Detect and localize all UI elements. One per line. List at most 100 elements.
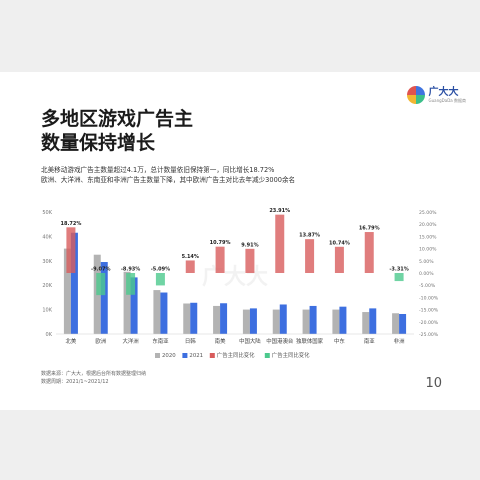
y-right-tick-label: 5.00% (419, 259, 434, 265)
bar-2021 (70, 232, 78, 334)
change-bar-positive (364, 232, 374, 273)
data-label: 9.91% (241, 242, 258, 248)
x-tick-label: 中国港澳台 (266, 337, 293, 345)
logo-subtitle: GuangDaDa 数据商 (428, 97, 467, 103)
legend-label: 广告主同比变化 (272, 351, 310, 359)
y-right-tick-label: -25.00% (419, 332, 439, 338)
change-bar-negative (394, 273, 404, 282)
page-number: 10 (425, 376, 442, 391)
y-right-tick-label: 15.00% (419, 234, 437, 240)
watermark: 广大大 (202, 264, 268, 290)
change-bar-positive (334, 246, 344, 273)
bar-2020 (213, 305, 221, 334)
x-tick-label: 大洋洲 (122, 337, 138, 345)
y-right-tick-label: -10.00% (419, 295, 439, 301)
bar-2021 (100, 262, 108, 334)
bar-2020 (302, 309, 310, 334)
x-tick-label: 日韩 (185, 337, 196, 345)
y-right-tick-label: 10.00% (419, 247, 437, 253)
bar-2021 (160, 292, 168, 334)
y-left-tick-label: 10K (42, 308, 52, 314)
change-bar-positive (66, 227, 76, 273)
summary-text: 北美移动游戏广告主数量超过4.1万，总计数量依旧保持第一，同比增长18.72% … (41, 165, 295, 185)
data-label: 10.79% (210, 240, 231, 246)
bar-2020 (153, 290, 161, 334)
x-tick-label: 中东 (334, 337, 345, 345)
x-tick-label: 东南亚 (152, 337, 169, 345)
summary-line-2: 欧洲、大洋洲、东南亚和非洲广告主数量下降，其中欧洲广告主对比去年减少3000余名 (41, 176, 296, 184)
bar-2021 (339, 306, 347, 334)
footer-notes: 数据来源：广大大，根据后台所有数据整理归纳 数据周期：2021/1~2021/1… (41, 370, 146, 386)
change-bar-positive (275, 214, 285, 273)
legend-swatch (155, 353, 160, 358)
legend-label: 广告主同比变化 (217, 351, 255, 359)
legend-swatch (264, 353, 270, 358)
x-tick-label: 北美 (66, 337, 77, 345)
data-source: 数据来源：广大大，根据后台所有数据整理归纳 (41, 371, 147, 377)
legend-label: 2020 (162, 353, 176, 359)
data-label: 23.91% (269, 208, 290, 214)
bar-2021 (220, 303, 228, 334)
bar-2020 (272, 309, 280, 334)
y-right-tick-label: 0.00% (419, 271, 434, 277)
legend-swatch (209, 353, 215, 358)
data-label: 16.79% (359, 226, 380, 232)
x-tick-label: 中国大陆 (239, 337, 261, 345)
bar-2021 (190, 302, 198, 334)
y-right-tick-label: 25.00% (419, 210, 437, 216)
change-bar-negative (155, 273, 165, 286)
y-left-tick-label: 20K (42, 283, 52, 289)
x-tick-label: 南美 (215, 337, 226, 345)
bar-2021 (399, 313, 407, 334)
change-bar-positive (215, 246, 225, 273)
change-bar-positive (245, 248, 255, 273)
logo-icon (406, 86, 425, 104)
data-label: -3.31% (389, 267, 408, 273)
change-bar-positive (185, 260, 195, 273)
logo-name: 广大大 (428, 86, 459, 98)
x-tick-label: 欧洲 (95, 337, 106, 345)
y-right-tick-label: -15.00% (419, 308, 439, 314)
bar-2020 (392, 313, 400, 334)
title-line-2: 数量保持增长 (41, 132, 156, 154)
y-right-tick-label: -20.00% (419, 320, 439, 326)
y-left-tick-label: 0K (46, 332, 53, 338)
y-left-tick-label: 50K (42, 210, 52, 216)
x-tick-label: 南亚 (364, 337, 375, 345)
data-label: 5.14% (182, 254, 199, 260)
legend-label: 2021 (189, 353, 203, 359)
y-left-tick-label: 40K (42, 234, 52, 240)
advertiser-chart: 广大大 0K 10K 20K 30K 40K 50K 25.00% 20.00% 15.00% 10… (42, 208, 439, 359)
bar-2021 (130, 277, 138, 334)
y-left-tick-label: 30K (42, 259, 52, 265)
data-label: 10.74% (329, 240, 350, 246)
data-period: 数据周期：2021/1~2021/12 (41, 379, 109, 385)
report-slide: 广大大 GuangDaDa 数据商 多地区游戏广告主 数量保持增长 北美移动游戏… (0, 72, 480, 410)
legend-swatch (182, 353, 188, 358)
data-label: -5.09% (151, 267, 170, 273)
bar-2020 (362, 312, 370, 334)
summary-line-1: 北美移动游戏广告主数量超过4.1万，总计数量依旧保持第一，同比增长18.72% (41, 166, 275, 174)
bar-2020 (242, 309, 250, 334)
change-bar-negative (96, 273, 106, 296)
data-label: 13.87% (299, 233, 320, 239)
bar-2021 (369, 308, 377, 334)
title-line-1: 多地区游戏广告主 (41, 108, 194, 130)
bar-2020 (332, 309, 340, 334)
y-right-tick-label: 20.00% (419, 222, 437, 228)
bar-2020 (183, 303, 191, 334)
data-label: 18.72% (61, 221, 82, 227)
page-title: 多地区游戏广告主 数量保持增长 (41, 107, 193, 155)
bar-2020 (63, 248, 71, 334)
logo: 广大大 GuangDaDa 数据商 (406, 86, 467, 104)
x-tick-label: 独联体国家 (296, 337, 324, 345)
change-bar-negative (126, 273, 136, 295)
bar-2021 (309, 305, 317, 334)
x-tick-label: 非洲 (394, 337, 405, 345)
data-label: -8.93% (121, 267, 140, 273)
bar-2021 (279, 304, 287, 334)
change-bar-positive (305, 239, 315, 273)
bar-2021 (249, 308, 257, 334)
bar-2020 (123, 271, 131, 334)
y-right-tick-label: -5.00% (419, 283, 436, 289)
